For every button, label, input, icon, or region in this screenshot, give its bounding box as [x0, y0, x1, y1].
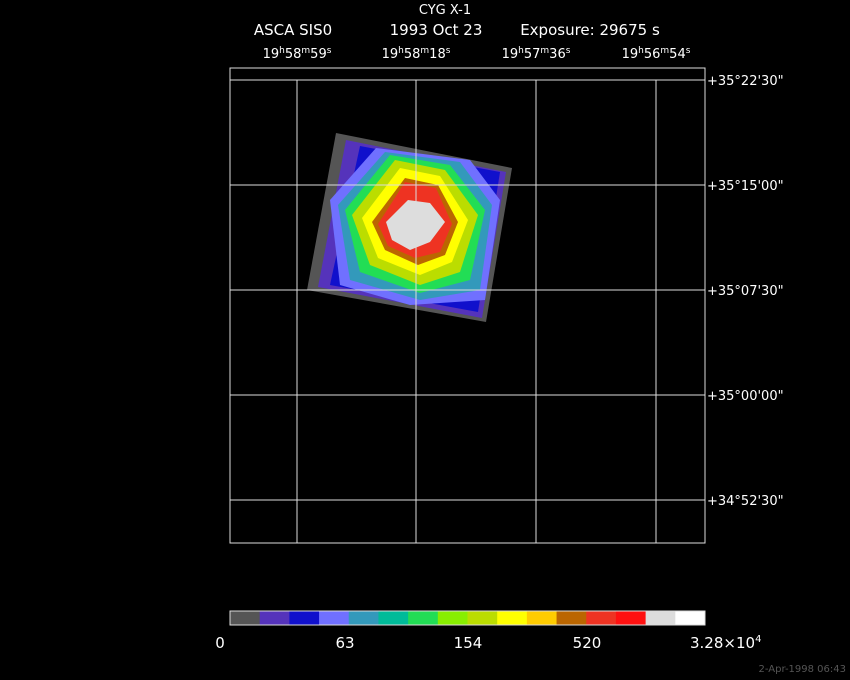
unit: s	[686, 46, 691, 56]
unit: s	[446, 46, 451, 56]
dec-label: +34°52'30"	[707, 494, 784, 509]
number: 19	[263, 47, 280, 62]
unit: h	[279, 46, 285, 56]
unit: m	[420, 46, 429, 56]
number: 18	[429, 47, 446, 62]
colorbar-label: 520	[573, 634, 602, 652]
dec-label: +35°15'00"	[707, 179, 784, 194]
color-swatch	[348, 611, 379, 625]
ra-label: 19h58m59s	[263, 46, 332, 62]
dec-labels: +35°22'30" +35°15'00" +35°07'30" +35°00'00"…	[707, 74, 784, 509]
unit: s	[566, 46, 571, 56]
color-swatch	[408, 611, 439, 625]
unit: h	[518, 46, 524, 56]
dec-label: +35°22'30"	[707, 74, 784, 89]
title: CYG X-1	[419, 3, 471, 18]
number: 36	[549, 47, 566, 62]
color-swatch	[675, 611, 706, 625]
color-swatch	[526, 611, 558, 625]
unit: h	[398, 46, 404, 56]
color-swatch	[319, 611, 350, 625]
color-swatch	[586, 611, 617, 625]
color-swatch	[556, 611, 587, 625]
number: 19	[502, 47, 519, 62]
exponent: 4	[755, 634, 761, 645]
exposure: Exposure: 29675 s	[520, 21, 660, 39]
number: 56	[644, 47, 661, 62]
colorbar-frame	[229, 610, 706, 626]
color-swatch	[378, 611, 409, 625]
unit: m	[540, 46, 549, 56]
timestamp: 2-Apr-1998 06:43	[759, 664, 846, 675]
color-swatch	[230, 611, 261, 625]
color-swatch	[467, 611, 498, 625]
color-swatch	[259, 611, 290, 625]
color-swatch	[437, 611, 468, 625]
colorbar-label: 0	[215, 634, 225, 652]
dec-label: +35°07'30"	[707, 284, 784, 299]
number: 58	[285, 47, 302, 62]
unit: m	[301, 46, 310, 56]
instrument: ASCA SIS0	[254, 21, 332, 39]
dec-label: +35°00'00"	[707, 389, 784, 404]
ra-labels: 19h58m59s 19h58m18s 19h57m36s 19h56m54s	[263, 46, 691, 62]
colorbar-label: 154	[454, 634, 483, 652]
number: 54	[669, 47, 686, 62]
number: 58	[404, 47, 421, 62]
colorbar-max: 3.28×104	[690, 634, 761, 652]
colorbar-label: 63	[335, 634, 354, 652]
colorbar: 0 63 154 520 3.28×104	[215, 610, 761, 652]
ra-label: 19h58m18s	[382, 46, 451, 62]
color-swatch	[645, 611, 676, 625]
unit: h	[638, 46, 644, 56]
unit: s	[327, 46, 332, 56]
date: 1993 Oct 23	[390, 21, 483, 39]
number: 19	[382, 47, 399, 62]
color-swatch	[615, 611, 647, 625]
ra-label: 19h57m36s	[502, 46, 571, 62]
number: 57	[524, 47, 541, 62]
color-swatch	[289, 611, 320, 625]
ra-label: 19h56m54s	[622, 46, 691, 62]
number: 59	[310, 47, 327, 62]
mantissa: 3.28×10	[690, 634, 755, 652]
number: 19	[622, 47, 639, 62]
color-swatch	[497, 611, 528, 625]
grid	[229, 67, 706, 544]
unit: m	[660, 46, 669, 56]
